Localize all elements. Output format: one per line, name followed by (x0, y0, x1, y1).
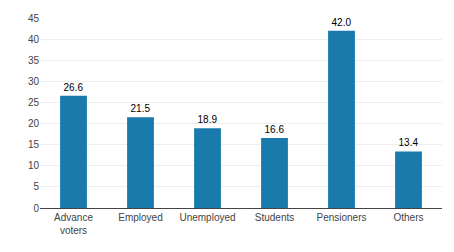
svg-text:Advancevoters: Advancevoters (54, 212, 93, 236)
svg-text:42.0: 42.0 (332, 17, 352, 28)
svg-text:25: 25 (28, 97, 40, 108)
svg-text:10: 10 (28, 160, 40, 171)
svg-text:21.5: 21.5 (131, 103, 151, 114)
svg-text:Students: Students (255, 212, 294, 223)
svg-text:5: 5 (33, 181, 39, 192)
svg-text:26.6: 26.6 (64, 82, 84, 93)
svg-text:16.6: 16.6 (265, 124, 285, 135)
svg-text:Employed: Employed (118, 212, 162, 223)
svg-text:15: 15 (28, 139, 40, 150)
svg-text:18.9: 18.9 (198, 114, 218, 125)
svg-text:40: 40 (28, 34, 40, 45)
svg-text:35: 35 (28, 55, 40, 66)
svg-text:Unemployed: Unemployed (179, 212, 235, 223)
svg-text:45: 45 (28, 13, 40, 24)
svg-text:Pensioners: Pensioners (316, 212, 366, 223)
svg-text:20: 20 (28, 118, 40, 129)
svg-text:13.4: 13.4 (399, 137, 419, 148)
svg-text:30: 30 (28, 76, 40, 87)
svg-text:Others: Others (393, 212, 423, 223)
svg-text:0: 0 (33, 203, 39, 214)
